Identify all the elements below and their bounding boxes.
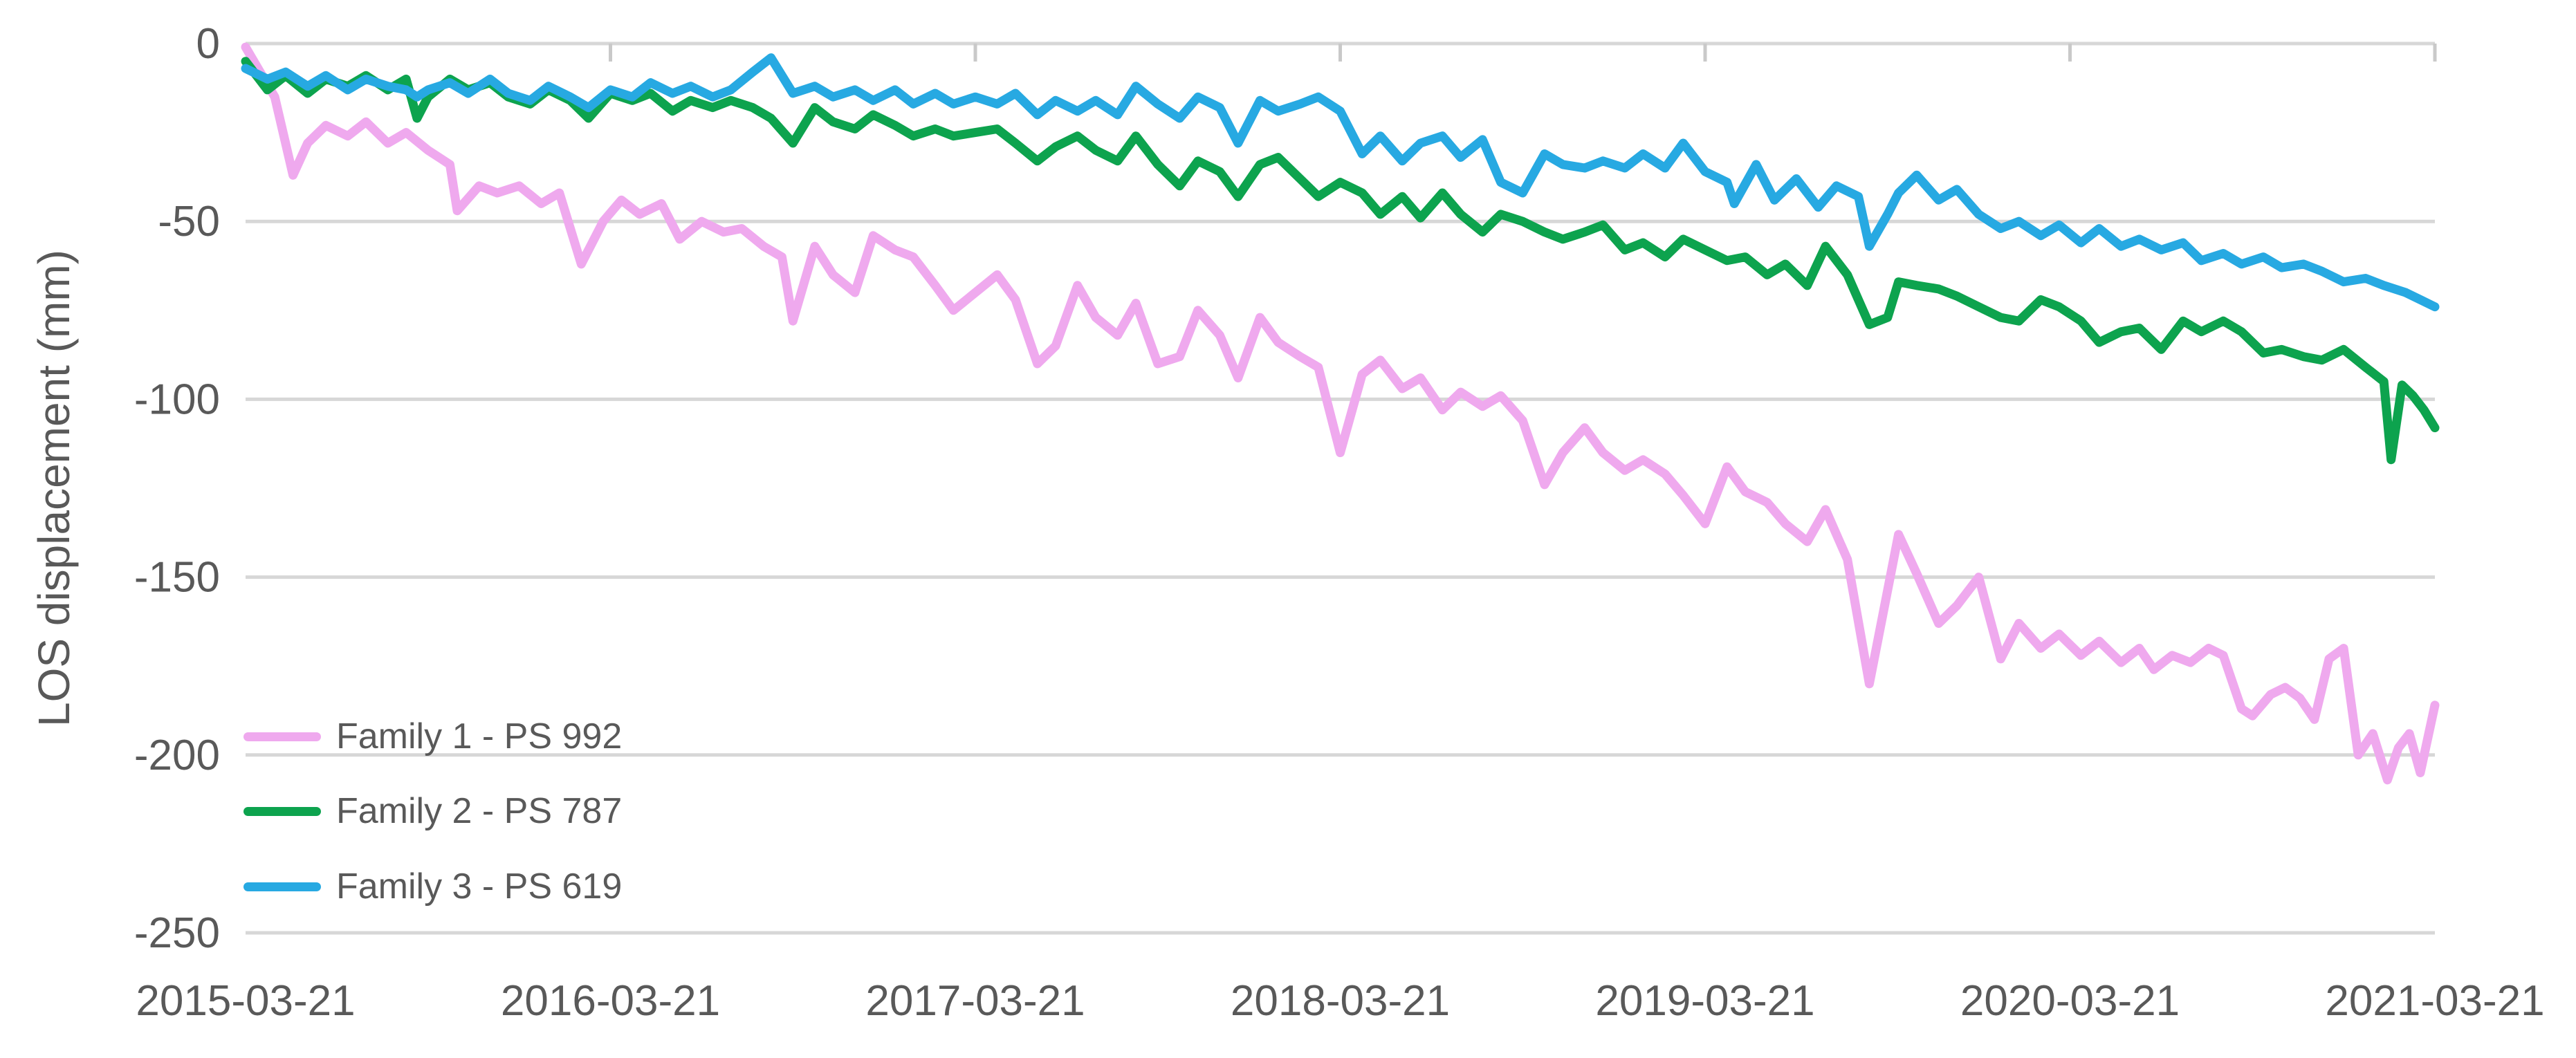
y-tick-label: -50 (158, 198, 220, 245)
y-tick-labels: 0 -50 -100 -150 -200 -250 (134, 20, 220, 957)
y-axis-title: LOS displacement (mm) (29, 250, 79, 727)
legend-swatch-family-3-icon (243, 882, 321, 891)
legend-swatch-family-2-icon (243, 806, 321, 816)
y-tick-label: 0 (196, 20, 220, 68)
legend-label-family-1: Family 1 - PS 992 (336, 716, 623, 757)
legend-item-family-1: Family 1 - PS 992 (243, 716, 622, 757)
x-tick-label: 2020-03-21 (1960, 977, 2180, 1025)
series-line-1 (241, 42, 2440, 785)
legend-item-family-3: Family 3 - PS 619 (243, 866, 622, 907)
y-tick-label: -150 (134, 554, 220, 602)
y-tick-label: -200 (134, 732, 220, 779)
x-tick-label: 2019-03-21 (1595, 977, 1814, 1025)
series-line-3 (241, 53, 2440, 312)
series-line-2 (241, 57, 2440, 465)
x-axis-ticks (609, 44, 2437, 62)
x-tick-label: 2018-03-21 (1231, 977, 1450, 1025)
legend-item-family-2: Family 2 - PS 787 (243, 790, 622, 832)
legend-swatch-family-1-icon (243, 732, 321, 741)
series-lines (241, 42, 2440, 785)
x-tick-label: 2015-03-21 (136, 977, 355, 1025)
x-tick-label: 2016-03-21 (501, 977, 720, 1025)
x-tick-label: 2017-03-21 (865, 977, 1085, 1025)
x-tick-label: 2021-03-21 (2325, 977, 2544, 1025)
y-tick-label: -250 (134, 909, 220, 957)
x-tick-labels: 2015-03-21 2016-03-21 2017-03-21 2018-03-21… (136, 977, 2544, 1025)
legend-label-family-2: Family 2 - PS 787 (336, 791, 623, 831)
legend-label-family-3: Family 3 - PS 619 (336, 866, 623, 907)
y-tick-label: -100 (134, 375, 220, 423)
